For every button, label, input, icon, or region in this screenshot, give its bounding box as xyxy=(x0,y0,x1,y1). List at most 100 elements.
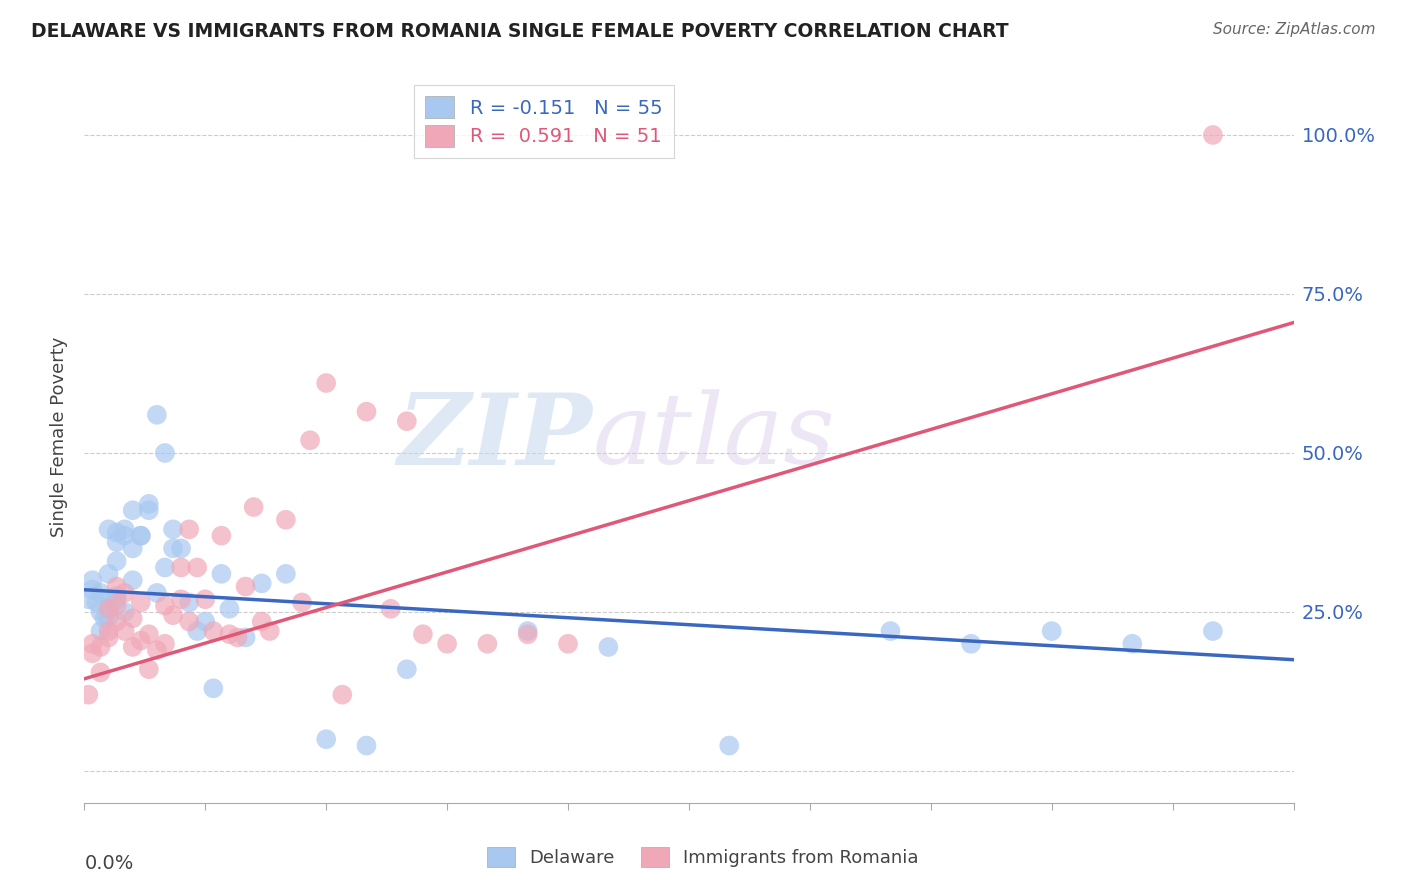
Point xyxy=(557,637,579,651)
Point xyxy=(97,602,120,616)
Point xyxy=(129,529,152,543)
Text: atlas: atlas xyxy=(592,390,835,484)
Point xyxy=(162,522,184,536)
Point xyxy=(395,414,418,428)
Point xyxy=(194,615,217,629)
Point xyxy=(1202,624,1225,638)
Point xyxy=(77,688,100,702)
Point xyxy=(105,535,128,549)
Point xyxy=(1040,624,1063,638)
Point xyxy=(97,631,120,645)
Point xyxy=(105,592,128,607)
Point xyxy=(114,605,136,619)
Point xyxy=(105,580,128,594)
Point xyxy=(330,688,353,702)
Point xyxy=(598,640,620,654)
Point xyxy=(162,541,184,556)
Point xyxy=(274,566,297,581)
Point xyxy=(179,522,201,536)
Point xyxy=(186,624,208,638)
Point xyxy=(436,637,458,651)
Point xyxy=(395,662,418,676)
Point xyxy=(89,605,111,619)
Text: Source: ZipAtlas.com: Source: ZipAtlas.com xyxy=(1212,22,1375,37)
Point xyxy=(146,643,169,657)
Point xyxy=(235,580,257,594)
Point xyxy=(179,595,201,609)
Point xyxy=(209,566,232,581)
Point xyxy=(202,681,225,696)
Point xyxy=(121,503,143,517)
Point xyxy=(121,611,143,625)
Point xyxy=(170,560,193,574)
Text: DELAWARE VS IMMIGRANTS FROM ROMANIA SINGLE FEMALE POVERTY CORRELATION CHART: DELAWARE VS IMMIGRANTS FROM ROMANIA SING… xyxy=(31,22,1008,41)
Point xyxy=(1121,637,1143,651)
Point xyxy=(146,408,169,422)
Point xyxy=(121,640,143,654)
Point xyxy=(97,602,120,616)
Point xyxy=(153,637,176,651)
Point xyxy=(129,529,152,543)
Point xyxy=(412,627,434,641)
Point xyxy=(129,595,152,609)
Point xyxy=(105,589,128,603)
Legend: Delaware, Immigrants from Romania: Delaware, Immigrants from Romania xyxy=(481,839,925,874)
Point xyxy=(250,615,273,629)
Point xyxy=(153,446,176,460)
Point xyxy=(259,624,281,638)
Point xyxy=(291,595,314,609)
Point xyxy=(299,434,322,448)
Point xyxy=(718,739,741,753)
Point xyxy=(194,592,217,607)
Point xyxy=(380,602,402,616)
Point xyxy=(879,624,901,638)
Point xyxy=(89,624,111,638)
Point xyxy=(97,624,120,638)
Point xyxy=(114,529,136,543)
Text: 0.0%: 0.0% xyxy=(84,854,134,873)
Point xyxy=(105,599,128,613)
Point xyxy=(153,599,176,613)
Point xyxy=(209,529,232,543)
Point xyxy=(516,624,538,638)
Point xyxy=(82,582,104,597)
Point xyxy=(186,560,208,574)
Legend: R = -0.151   N = 55, R =  0.591   N = 51: R = -0.151 N = 55, R = 0.591 N = 51 xyxy=(413,85,675,158)
Point xyxy=(129,633,152,648)
Point xyxy=(146,586,169,600)
Point xyxy=(89,586,111,600)
Point xyxy=(138,662,160,676)
Point xyxy=(82,637,104,651)
Point xyxy=(315,376,337,390)
Point xyxy=(218,602,240,616)
Y-axis label: Single Female Poverty: Single Female Poverty xyxy=(51,337,69,537)
Point xyxy=(162,608,184,623)
Point xyxy=(86,595,108,609)
Point xyxy=(138,627,160,641)
Point xyxy=(138,497,160,511)
Point xyxy=(179,615,201,629)
Point xyxy=(105,615,128,629)
Point xyxy=(356,404,378,418)
Point xyxy=(97,592,120,607)
Point xyxy=(82,573,104,587)
Point xyxy=(105,525,128,540)
Point xyxy=(516,627,538,641)
Point xyxy=(89,640,111,654)
Point xyxy=(477,637,499,651)
Point xyxy=(315,732,337,747)
Point xyxy=(82,646,104,660)
Point xyxy=(274,513,297,527)
Text: ZIP: ZIP xyxy=(398,389,592,485)
Point xyxy=(202,624,225,638)
Point xyxy=(138,503,160,517)
Point xyxy=(250,576,273,591)
Point xyxy=(356,739,378,753)
Point xyxy=(93,611,115,625)
Point xyxy=(77,592,100,607)
Point xyxy=(114,586,136,600)
Point xyxy=(153,560,176,574)
Point xyxy=(121,573,143,587)
Point xyxy=(226,631,249,645)
Point xyxy=(235,631,257,645)
